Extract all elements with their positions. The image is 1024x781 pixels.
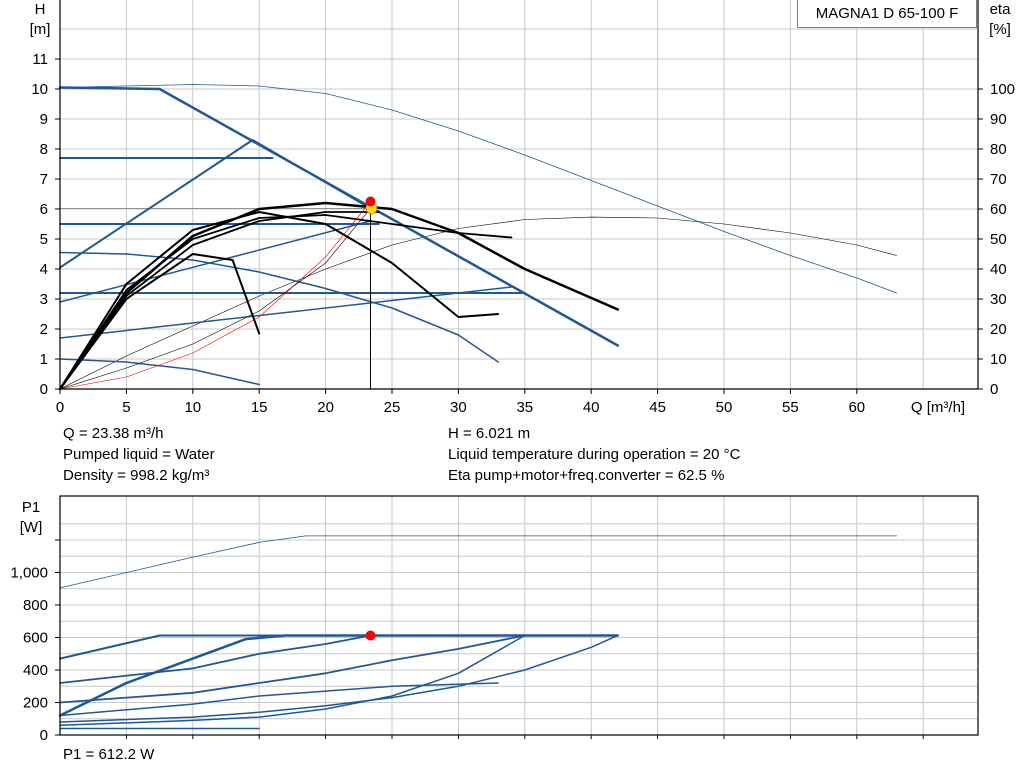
y-tick-label: 6 xyxy=(40,201,48,218)
y-tick-label: 3 xyxy=(40,291,48,308)
liquid-readout: Pumped liquid = Water xyxy=(63,446,215,463)
y-tick-label: 9 xyxy=(40,111,48,128)
x-tick-label: 0 xyxy=(56,399,64,416)
duty-point-marker xyxy=(365,196,376,207)
curve-power xyxy=(59,682,499,717)
eta-axis-label: eta xyxy=(990,1,1012,18)
eta-tick-label: 10 xyxy=(990,351,1007,368)
x-tick-label: 50 xyxy=(716,399,733,416)
power-tick-label: 800 xyxy=(23,597,48,614)
eta-tick-label: 70 xyxy=(990,171,1007,188)
temperature-readout: Liquid temperature during operation = 20… xyxy=(448,446,741,463)
lower-frame xyxy=(59,495,979,736)
power-tick-label: 0 xyxy=(40,727,48,744)
y-tick-label: 5 xyxy=(40,231,48,248)
curve-prop_line xyxy=(59,286,513,339)
y-tick-label: 4 xyxy=(40,261,48,278)
eta-tick-label: 20 xyxy=(990,321,1007,338)
power-tick-label: 600 xyxy=(23,630,48,647)
x-tick-label: 60 xyxy=(848,399,865,416)
curve-power xyxy=(59,634,372,684)
curve-power xyxy=(59,634,526,727)
axis-labels: 0 5 10 15 20 25 30 35 40 45 50 55 60 Q [m³/h]01234567… xyxy=(10,1,1015,744)
power-axis-label: P1 xyxy=(22,499,40,516)
x-tick-label: 40 xyxy=(583,399,600,416)
y-axis-label: H xyxy=(35,1,46,18)
upper-series xyxy=(58,84,897,391)
pump-model-label: MAGNA1 D 65-100 F xyxy=(797,0,977,28)
axes xyxy=(55,0,983,739)
y-tick-label: 10 xyxy=(31,81,48,98)
x-axis-label: Q [m³/h] xyxy=(911,399,965,416)
y-tick-label: 0 xyxy=(40,381,48,398)
upper-grid xyxy=(60,0,978,389)
power-tick-label: 400 xyxy=(23,662,48,679)
x-tick-label: 5 xyxy=(122,399,130,416)
curve-const_curve xyxy=(59,358,260,386)
head-readout: H = 6.021 m xyxy=(448,425,531,442)
curve-power xyxy=(59,634,619,723)
power-duty-marker xyxy=(365,630,376,641)
y-tick-label: 1 xyxy=(40,351,48,368)
eta-axis-unit: [%] xyxy=(989,21,1011,38)
curve-prop_pressure xyxy=(58,86,620,347)
eta-tick-label: 0 xyxy=(990,381,998,398)
power-tick-label: 200 xyxy=(23,695,48,712)
y-tick-label: 7 xyxy=(40,171,48,188)
x-tick-label: 10 xyxy=(184,399,201,416)
power-readout: P1 = 612.2 W xyxy=(63,746,155,763)
x-tick-label: 35 xyxy=(516,399,533,416)
curve-prop_line xyxy=(59,139,372,269)
curve-const_curve xyxy=(59,251,499,363)
curve-pump_curve xyxy=(59,211,500,390)
x-tick-label: 55 xyxy=(782,399,799,416)
eta-tick-label: 80 xyxy=(990,141,1007,158)
efficiency-readout: Eta pump+motor+freq.converter = 62.5 % xyxy=(448,467,725,484)
x-tick-label: 45 xyxy=(649,399,666,416)
eta-tick-label: 60 xyxy=(990,201,1007,218)
lower-series xyxy=(58,535,897,730)
curve-system_curve xyxy=(59,208,371,390)
eta-tick-label: 30 xyxy=(990,291,1007,308)
curve-power xyxy=(59,634,619,660)
x-tick-label: 25 xyxy=(384,399,401,416)
curve-power xyxy=(59,634,526,704)
y-tick-label: 8 xyxy=(40,141,48,158)
x-tick-label: 20 xyxy=(317,399,334,416)
lower-grid xyxy=(60,496,978,735)
curve-prop_line xyxy=(59,220,372,303)
y-axis-unit: [m] xyxy=(30,21,51,38)
eta-tick-label: 50 xyxy=(990,231,1007,248)
curve-pump_curve xyxy=(59,253,261,390)
power-tick-label: 1,000 xyxy=(10,565,48,582)
eta-tick-label: 100 xyxy=(990,81,1015,98)
eta-tick-label: 40 xyxy=(990,261,1007,278)
eta-tick-label: 90 xyxy=(990,111,1007,128)
curve-pump_curve xyxy=(59,211,380,390)
flow-readout: Q = 23.38 m³/h xyxy=(63,425,164,442)
density-readout: Density = 998.2 kg/m³ xyxy=(63,467,210,484)
y-tick-label: 2 xyxy=(40,321,48,338)
curve-max_curve xyxy=(59,84,897,294)
curve-max_power xyxy=(59,535,897,589)
power-axis-unit: [W] xyxy=(20,519,43,536)
x-tick-label: 15 xyxy=(251,399,268,416)
x-tick-label: 30 xyxy=(450,399,467,416)
curve-eta_curve xyxy=(59,201,371,390)
y-tick-label: 11 xyxy=(32,51,48,68)
